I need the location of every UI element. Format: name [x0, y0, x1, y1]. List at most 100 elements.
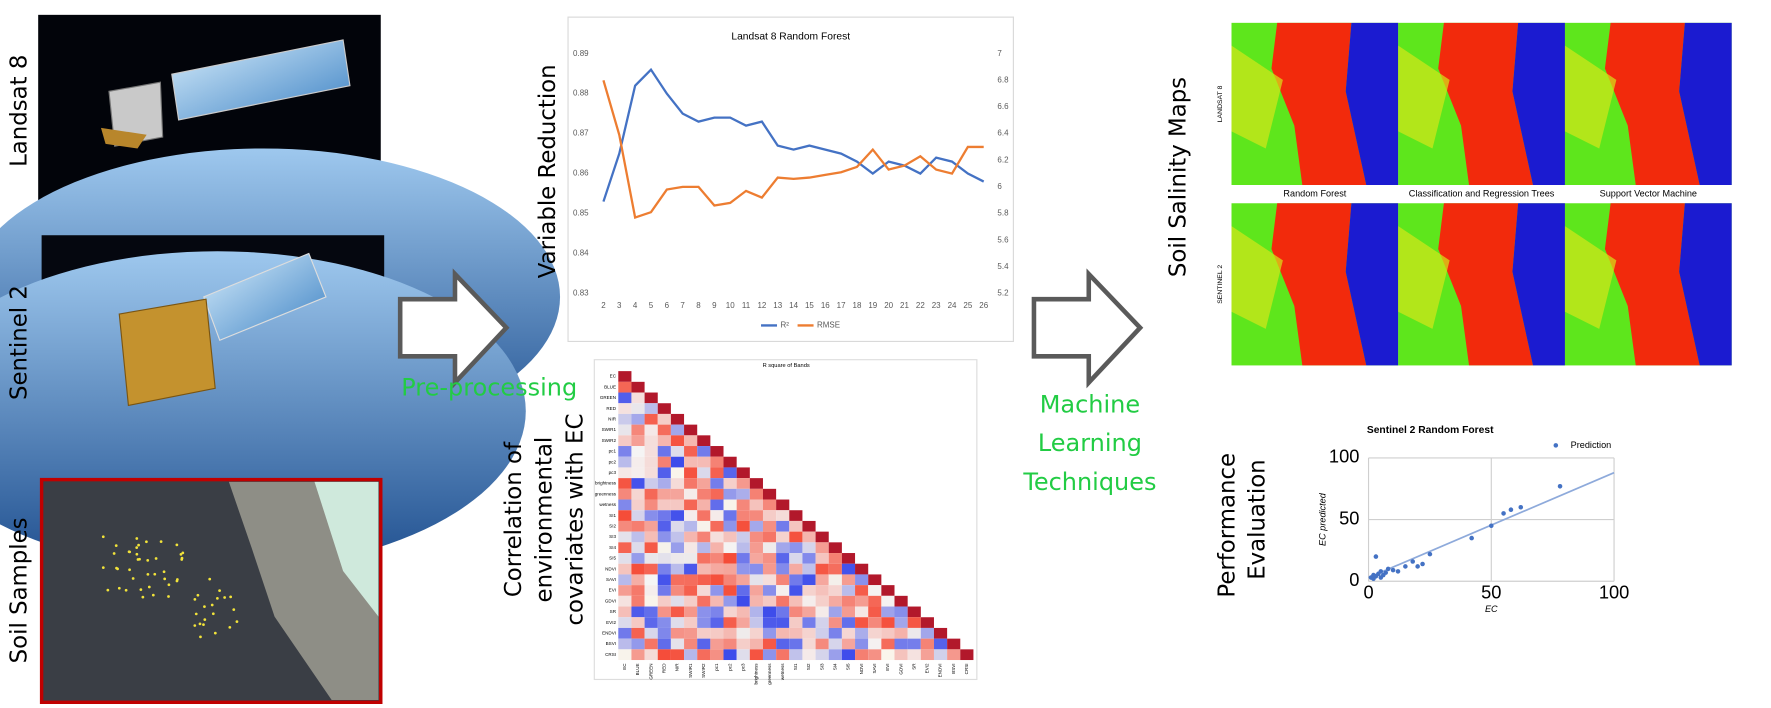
heatmap-cell: [723, 510, 737, 521]
heatmap-cell: [749, 585, 763, 596]
heatmap-cell: [802, 520, 816, 532]
sample-point: [193, 624, 197, 627]
heatmap-cell: [828, 563, 842, 575]
sample-point: [216, 597, 219, 600]
solar-panel: [171, 39, 351, 121]
heatmap-cell: [657, 520, 671, 532]
heatmap-cell: [749, 531, 763, 543]
heatmap-cell: [684, 627, 698, 639]
heatmap-cell: [684, 563, 698, 575]
heatmap-cell: [762, 499, 777, 511]
x-tick-label: 7: [680, 301, 685, 310]
series-line: [602, 79, 984, 220]
heatmap-cell: [723, 649, 737, 661]
heatmap-cell: [618, 371, 632, 382]
heatmap-cell: [907, 638, 921, 650]
sample-point: [229, 595, 233, 599]
heatmap-cell: [684, 649, 698, 661]
column-label: SI2: [806, 663, 811, 670]
heatmap-cell: [644, 574, 658, 586]
row-label: brightness: [595, 481, 617, 486]
heatmap-cell: [802, 585, 816, 596]
heatmap-cell: [828, 638, 842, 650]
heatmap-cell: [802, 649, 816, 661]
heatmap-cell: [776, 499, 790, 511]
heatmap-cell: [907, 649, 921, 661]
heatmap-cell: [933, 627, 948, 639]
heatmap-cell: [618, 467, 632, 479]
section-label: Correlation of: [501, 441, 527, 597]
y2-tick-label: 5.2: [997, 289, 1009, 298]
y2-tick-label: 6.6: [997, 102, 1009, 111]
column-label: pc1: [714, 663, 719, 671]
y2-tick-label: 5.6: [997, 235, 1009, 244]
heatmap-cell: [710, 499, 724, 511]
heatmap-cell: [670, 424, 685, 436]
x-axis-title: EC: [1485, 604, 1498, 614]
heatmap-cell: [736, 553, 750, 564]
heatmap-cell: [723, 467, 737, 479]
heatmap-cell: [697, 553, 711, 564]
heatmap-cell: [697, 574, 711, 586]
sample-point: [101, 566, 105, 569]
heatmap-cell: [710, 542, 724, 554]
heatmap-cell: [657, 627, 671, 639]
sample-point: [117, 586, 121, 590]
map-moderate: [1231, 45, 1283, 149]
heatmap-cell: [710, 456, 724, 468]
heatmap-cell: [894, 638, 908, 650]
heatmap-cell: [762, 553, 777, 564]
heatmap-cell: [855, 627, 869, 639]
heatmap-cell: [907, 617, 921, 628]
heatmap-cell: [631, 467, 645, 479]
sample-point: [141, 595, 145, 599]
heatmap-cell: [828, 627, 842, 639]
y-tick-label: 0.89: [573, 49, 589, 58]
heatmap-cell: [762, 531, 777, 543]
heatmap-cell: [789, 531, 803, 543]
satellite-body: [118, 298, 216, 407]
heatmap-cell: [644, 424, 658, 436]
section-label: Performance: [1215, 453, 1241, 598]
heatmap-cell: [618, 617, 632, 628]
heatmap-cell: [618, 456, 632, 468]
heatmap-cell: [644, 488, 658, 500]
heatmap-cell: [776, 595, 790, 607]
heatmap-cell: [618, 649, 632, 661]
heatmap-cell: [762, 510, 777, 521]
heatmap-cell: [762, 574, 777, 586]
row-label: greenness: [595, 491, 617, 496]
point: [1383, 570, 1389, 575]
y2-tick-label: 6.8: [997, 75, 1009, 84]
map-water: [1512, 203, 1565, 366]
row-label: RED: [606, 406, 616, 411]
heatmap-cell: [697, 467, 711, 479]
heatmap-cell: [736, 510, 750, 521]
heatmap-cell: [802, 595, 816, 607]
sample-point: [137, 543, 140, 547]
heatmap-cell: [618, 446, 632, 457]
heatmap-cell: [684, 638, 698, 650]
heatmap-cell: [657, 563, 671, 575]
heatmap-cell: [723, 553, 737, 564]
heatmap-cell: [841, 649, 856, 661]
column-label: EVI: [885, 663, 890, 670]
column-label: SR: [911, 663, 916, 670]
heatmap-cell: [657, 649, 671, 661]
map-saline: [1604, 203, 1700, 366]
sample-point: [145, 540, 148, 544]
heatmap-frame: [593, 359, 978, 681]
heatmap-cell: [697, 510, 711, 521]
sample-point: [112, 552, 116, 555]
heatmap-cell: [841, 574, 856, 586]
heatmap-cell: [802, 606, 816, 618]
sample-point: [135, 537, 139, 540]
heatmap-cell: [789, 542, 803, 554]
x-tick-label: 0: [1363, 582, 1373, 603]
heatmap-cell: [881, 595, 895, 607]
heatmap-cell: [697, 456, 711, 468]
heatmap-cell: [933, 638, 948, 650]
heatmap-cell: [815, 617, 829, 628]
heatmap-cell: [789, 510, 803, 521]
heatmap-cell: [670, 574, 685, 586]
